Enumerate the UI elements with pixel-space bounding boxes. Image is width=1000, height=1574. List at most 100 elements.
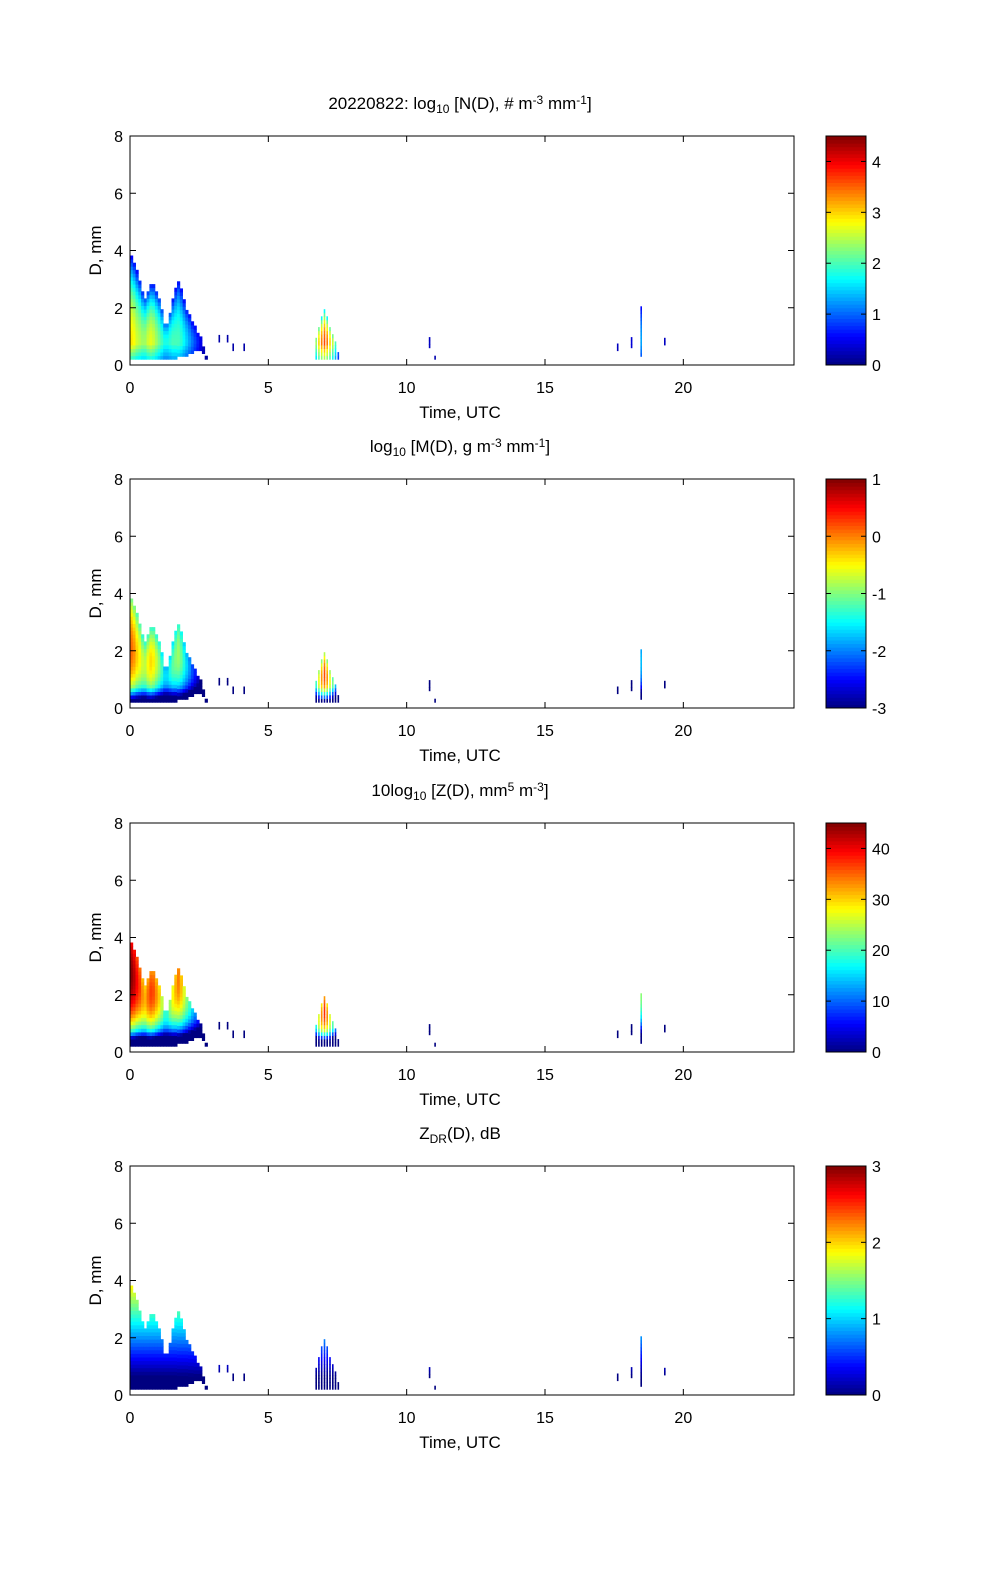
heatmap-cell xyxy=(138,989,142,993)
heatmap-cell xyxy=(320,330,323,335)
heatmap-cell xyxy=(428,1370,431,1375)
heatmap-cell xyxy=(141,1375,145,1379)
heatmap-cell xyxy=(132,284,136,289)
heatmap-cell xyxy=(141,1003,145,1008)
panel-md: log10 [M(D), g m-3 mm-1]0 5 10 15 2002468Tim… xyxy=(86,436,886,765)
heatmap-cell xyxy=(149,291,153,296)
heatmap-cell xyxy=(149,996,153,1001)
heatmap-cell xyxy=(174,1346,178,1351)
heatmap-cell xyxy=(130,605,134,610)
heatmap-cell xyxy=(332,1024,334,1029)
heatmap-cell xyxy=(143,312,147,317)
heatmap-cell xyxy=(146,348,150,353)
heatmap-cell xyxy=(630,340,633,345)
heatmap-cell xyxy=(132,960,136,965)
heatmap-cell xyxy=(130,1307,134,1311)
heatmap-cell xyxy=(146,996,150,1001)
heatmap-cell xyxy=(177,284,181,289)
heatmap-cell xyxy=(130,1349,134,1354)
title-text: 10log xyxy=(371,781,413,800)
heatmap-cell xyxy=(182,1372,186,1377)
colorbar-swatch xyxy=(826,1251,866,1256)
heatmap-cell xyxy=(174,666,178,671)
heatmap-cell xyxy=(135,641,139,646)
heatmap-cell xyxy=(179,1004,183,1009)
heatmap-cell xyxy=(132,956,136,961)
heatmap-cell xyxy=(326,1042,328,1047)
heatmap-cell xyxy=(168,1006,172,1011)
heatmap-cell xyxy=(177,292,181,296)
colorbar-swatch xyxy=(826,254,866,259)
colorbar-swatch xyxy=(826,855,866,860)
heatmap-cell xyxy=(141,698,145,703)
heatmap-cell xyxy=(154,655,159,660)
heatmap-cell xyxy=(152,1346,156,1351)
heatmap-cell xyxy=(323,996,326,1001)
heatmap-cell xyxy=(135,327,139,332)
heatmap-cell xyxy=(132,978,136,983)
heatmap-cell xyxy=(163,1378,167,1383)
heatmap-cell xyxy=(143,659,147,664)
heatmap-cell xyxy=(166,688,170,692)
heatmap-cell xyxy=(179,1029,183,1034)
colorbar-swatch xyxy=(826,976,866,981)
heatmap-cell xyxy=(174,327,178,332)
heatmap-cell xyxy=(152,341,156,346)
heatmap-cell xyxy=(179,677,183,682)
y-tick-label: 2 xyxy=(114,644,123,661)
heatmap-cell xyxy=(130,1346,134,1351)
heatmap-cell xyxy=(166,1014,170,1019)
heatmap-cell xyxy=(163,323,167,328)
heatmap-cell xyxy=(146,312,150,317)
colorbar-swatch xyxy=(826,322,866,327)
heatmap-cell xyxy=(318,670,320,675)
heatmap-cell xyxy=(320,323,323,328)
heatmap-cell xyxy=(174,345,178,349)
heatmap-cell xyxy=(174,677,178,682)
heatmap-cell xyxy=(182,656,186,661)
heatmap-cell xyxy=(320,680,323,685)
heatmap-cell xyxy=(130,655,134,660)
heatmap-cell xyxy=(138,1357,142,1362)
heatmap-cell xyxy=(141,1382,145,1387)
heatmap-cell xyxy=(154,1367,159,1372)
heatmap-cell xyxy=(630,1374,633,1379)
heatmap-cell xyxy=(185,685,189,690)
colorbar-swatch xyxy=(826,1280,866,1285)
heatmap-cell xyxy=(163,666,167,671)
heatmap-cell xyxy=(149,334,153,339)
heatmap-cell xyxy=(337,355,340,360)
colorbar-swatch xyxy=(826,139,866,144)
heatmap-cell xyxy=(163,1028,167,1033)
heatmap-cell xyxy=(185,688,189,693)
heatmap-cell xyxy=(318,1360,320,1365)
heatmap-cell xyxy=(171,309,175,314)
heatmap-cell xyxy=(179,645,183,650)
heatmap-cell xyxy=(196,343,200,348)
heatmap-cell xyxy=(138,652,142,657)
heatmap-cell xyxy=(132,1042,136,1047)
heatmap-cell xyxy=(190,682,195,687)
heatmap-cell xyxy=(182,667,186,672)
heatmap-cell xyxy=(174,1349,178,1354)
x-tick-label: 5 xyxy=(264,1410,273,1427)
heatmap-cell xyxy=(130,960,134,965)
heatmap-cell xyxy=(135,1357,139,1362)
heatmap-cell xyxy=(157,648,161,653)
heatmap-cell xyxy=(166,673,170,678)
heatmap-cell xyxy=(143,691,147,696)
heatmap-cell xyxy=(320,337,323,342)
heatmap-cell xyxy=(132,312,136,317)
heatmap-cell xyxy=(166,1032,170,1036)
heatmap-cell xyxy=(135,280,139,285)
heatmap-cell xyxy=(149,684,153,689)
heatmap-cell xyxy=(149,670,153,675)
heatmap-cell xyxy=(160,1382,164,1387)
heatmap-cell xyxy=(154,312,159,317)
colorbar-swatch xyxy=(826,826,866,831)
heatmap-cell xyxy=(326,684,328,689)
heatmap-cell xyxy=(182,1347,186,1352)
heatmap-cell xyxy=(168,1032,172,1036)
heatmap-cell xyxy=(132,1003,136,1008)
colorbar-swatch xyxy=(826,647,866,652)
